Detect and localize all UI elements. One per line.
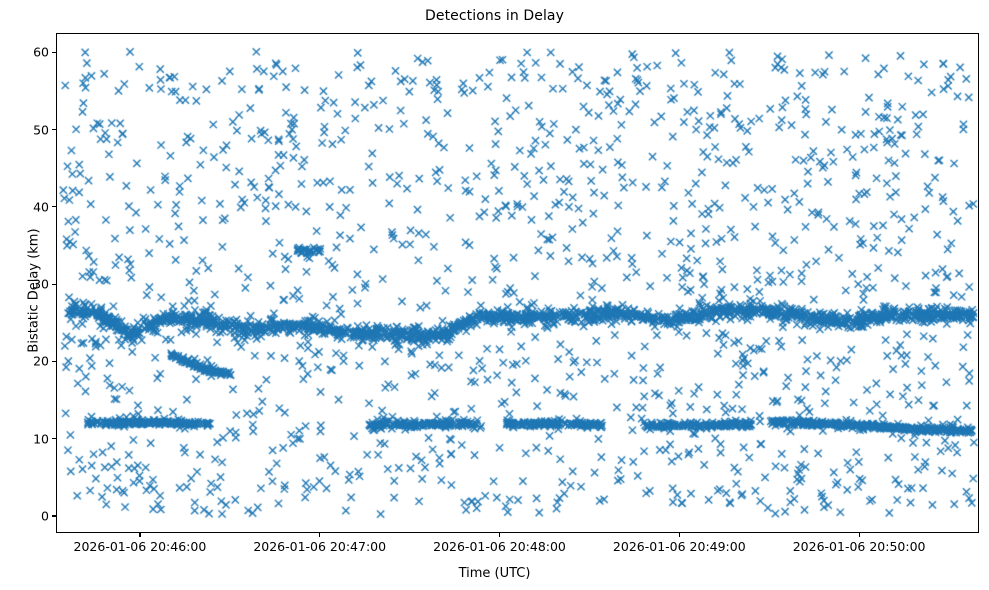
x-tick-mark <box>319 533 321 537</box>
y-tick-label: 50 <box>33 122 49 138</box>
x-tick-mark <box>678 533 680 537</box>
x-tick-mark <box>858 533 860 537</box>
y-axis-label: Bistatic Delay (km) <box>26 228 42 353</box>
x-tick-label: 2026-01-06 20:49:00 <box>612 539 746 554</box>
x-axis-label: Time (UTC) <box>458 566 531 581</box>
x-tick-mark <box>139 533 141 537</box>
x-tick-label: 2026-01-06 20:46:00 <box>73 539 207 554</box>
x-tick-label: 2026-01-06 20:48:00 <box>433 539 566 554</box>
y-tick-label: 0 <box>41 508 49 524</box>
y-tick-label: 60 <box>33 44 49 60</box>
x-tick-label: 2026-01-06 20:50:00 <box>792 539 926 554</box>
y-tick-label: 10 <box>33 431 49 447</box>
plot-area <box>56 33 979 533</box>
scatter-plot-canvas <box>57 34 978 532</box>
x-tick-mark <box>499 533 501 537</box>
x-tick-label: 2026-01-06 20:47:00 <box>253 539 387 554</box>
page-title: Detections in Delay <box>424 8 564 24</box>
